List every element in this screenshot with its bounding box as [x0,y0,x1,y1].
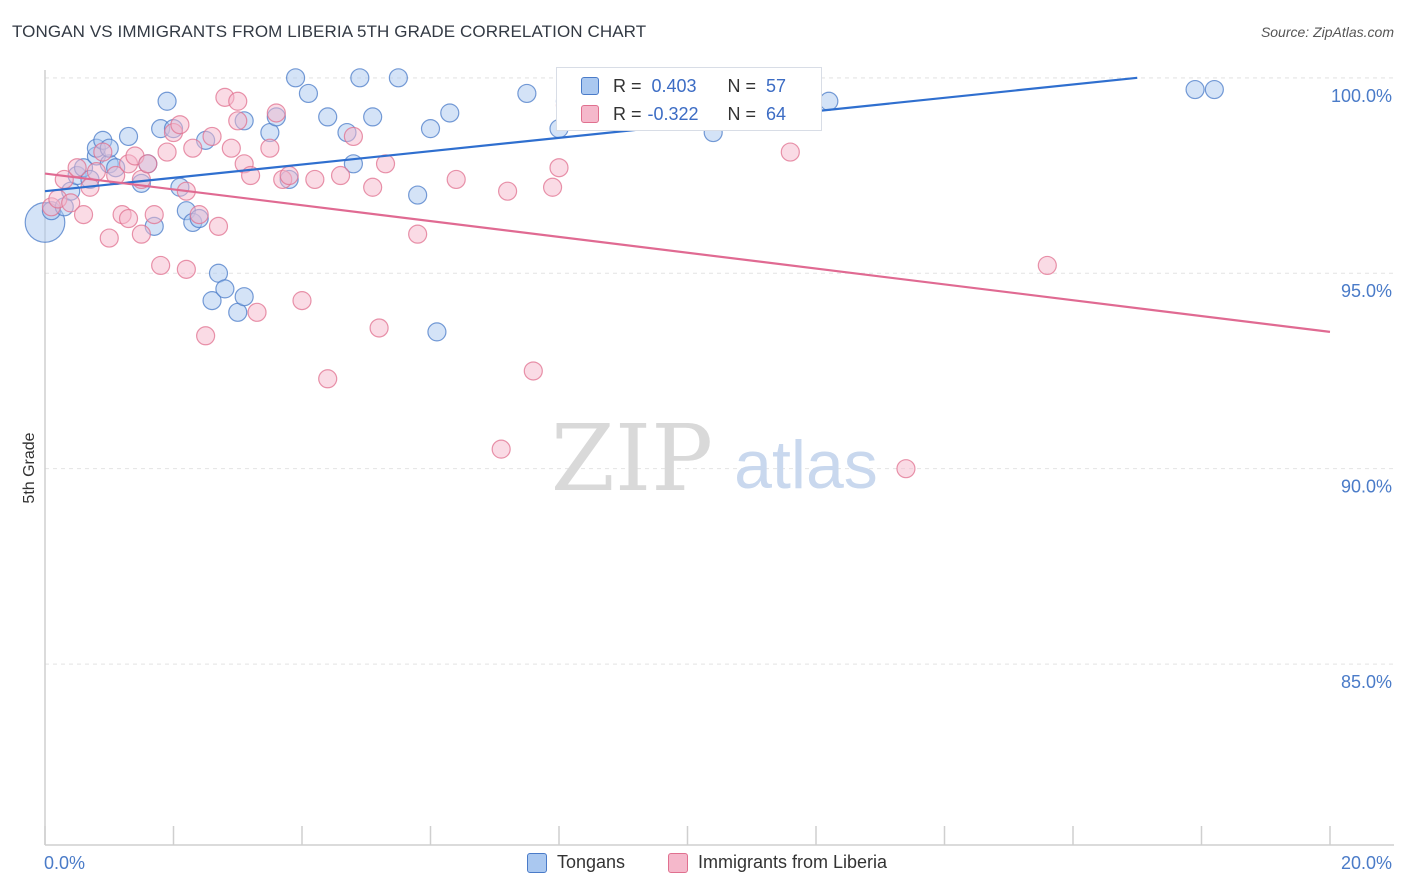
liberia-point [318,369,338,389]
x-tick-label-max: 20.0% [1341,853,1392,873]
liberia-point [408,224,428,244]
liberia-point [202,126,222,147]
legend-n-label: N = [727,103,757,124]
liberia-point [183,138,203,158]
liberia-point [176,259,196,279]
tongan-point [1185,79,1205,100]
liberia-point [86,162,107,182]
liberia-trend-line [44,172,1331,333]
x-tick-label-min: 0.0% [44,853,85,873]
tick-labels: 85.0% 90.0% 95.0% 100.0% [1331,86,1392,692]
tongan-point [350,68,370,88]
tongans-trend-line [44,76,1138,193]
legend-r-label: R = [613,103,642,124]
tongan-point [363,107,383,127]
bottom-legend-tongans: Tongans [527,852,625,873]
tongan-point [1204,79,1224,100]
bottom-legend-swatch-pink [668,852,688,873]
tongan-point [408,185,428,205]
liberia-point [260,138,280,158]
liberia-point [138,154,158,174]
tongan-point [517,83,537,104]
liberia-point [228,111,248,131]
legend-r-label: R = [613,75,642,96]
liberia-point [61,193,81,213]
tongan-point [202,291,222,311]
legend-r-value: 0.403 [651,75,697,96]
liberia-point [491,439,511,459]
legend-r-value: -0.322 [647,103,699,124]
liberia-point [208,216,229,236]
liberia-point [523,361,543,381]
legend-n-value: 57 [766,75,787,96]
liberia-point [131,224,151,244]
y-tick-label: 95.0% [1341,281,1392,301]
correlation-legend: R = 0.403 N = 57 R = -0.322 N = 64 [556,67,822,131]
tongan-point [420,119,441,139]
liberia-point [446,169,466,190]
tongan-point [298,83,319,104]
bottom-legend-swatch-blue [527,852,547,873]
tongan-point [118,126,139,147]
liberia-point [151,255,171,276]
trend-lines [44,76,1331,333]
tongan-point [318,107,338,127]
legend-row-liberia: R = -0.322 N = 64 [557,100,786,128]
tongan-point [388,68,408,88]
liberia-point [93,142,113,162]
y-tick-label: 85.0% [1341,672,1392,692]
legend-swatch-pink [581,105,599,123]
tongan-point [819,91,839,111]
tongan-point [440,103,460,123]
legend-row-tongans: R = 0.403 N = 57 [557,72,786,100]
liberia-point [118,208,139,229]
source-label: Source: ZipAtlas.com [1260,24,1394,40]
liberia-point [498,181,518,201]
bottom-legend-label: Immigrants from Liberia [698,852,888,872]
legend-swatch-blue [581,77,599,95]
bottom-legend-liberia: Immigrants from Liberia [668,852,887,873]
legend-n-value: 64 [766,103,787,124]
liberia-point [542,177,563,197]
liberia-point [549,158,569,178]
liberia-point [343,126,363,147]
y-axis-title: 5th Grade [21,432,38,503]
liberia-point [67,158,87,178]
tongan-point [215,279,235,299]
liberia-point [221,138,241,158]
liberia-point [292,291,312,311]
liberia-point [1037,255,1057,276]
liberia-point [363,177,383,197]
liberia-point [247,302,267,322]
axes [44,70,1394,846]
legend-n-label: N = [727,75,757,96]
liberia-point [157,142,177,162]
tongan-point [234,287,254,307]
watermark-zip: ZIP [551,405,713,512]
liberia-point [279,165,299,186]
liberia-point [189,205,209,225]
watermark: ZIP atlas [551,405,878,512]
y-tick-label: 90.0% [1341,477,1392,497]
tongan-point [157,91,177,111]
liberia-point [228,91,248,111]
liberia-point [780,142,800,162]
liberia-point [99,228,119,248]
y-tick-label: 100.0% [1331,86,1392,106]
liberia-point [73,205,94,225]
tongan-point [285,68,306,88]
liberia-point [330,165,351,186]
liberia-point [170,115,190,135]
watermark-atlas: atlas [734,427,878,503]
liberia-point [896,459,916,479]
liberia-point [369,318,389,338]
liberia-point [196,326,216,346]
liberia-point [266,103,286,123]
liberia-point [305,169,325,190]
liberia-point [144,205,164,225]
tongan-point [427,322,447,342]
chart-title: TONGAN VS IMMIGRANTS FROM LIBERIA 5TH GR… [12,22,647,41]
bottom-legend-label: Tongans [557,852,626,872]
